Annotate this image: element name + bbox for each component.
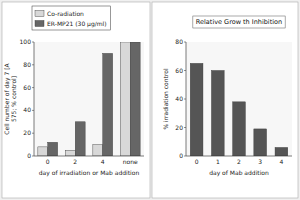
x-tick-label: 2 — [73, 158, 77, 165]
x-axis-line — [186, 156, 292, 157]
panel-box — [2, 2, 150, 198]
x-tick-label: 0 — [46, 158, 50, 165]
y-tick — [32, 133, 34, 134]
legend-swatch — [35, 21, 44, 27]
x-tick-label: 4 — [279, 158, 283, 165]
legend-frame — [32, 6, 111, 30]
y-tick-label: 80 — [23, 61, 31, 68]
bar — [130, 42, 140, 156]
x-tick-label: 3 — [258, 158, 262, 165]
y-tick-label: 100 — [20, 38, 32, 45]
legend-swatch — [35, 11, 44, 17]
bar — [211, 71, 224, 157]
y-tick — [184, 42, 186, 43]
bar — [48, 142, 58, 156]
bar — [254, 129, 267, 156]
y-tick — [32, 64, 34, 65]
chart-panel: 0 20 40 60 80 0 1 2 3 4 day of Mab addition % irrad… — [152, 2, 298, 198]
y-tick — [32, 42, 34, 43]
x-tick-label: 4 — [101, 158, 105, 165]
y-tick — [184, 127, 186, 128]
legend: Co-radiation ER-MP21 (30 μg/ml) — [32, 6, 111, 30]
y-tick-label: 20 — [23, 129, 31, 136]
y-tick-label: 40 — [175, 95, 183, 102]
plot-area — [186, 42, 292, 156]
bar — [275, 147, 288, 156]
bar — [65, 150, 75, 156]
y-tick — [184, 156, 186, 157]
chart-root: 020406080100024noneday of irradiation or… — [0, 0, 300, 200]
bar — [233, 102, 246, 156]
bar — [120, 42, 130, 156]
panel-box — [152, 2, 298, 198]
x-tick-label: 0 — [195, 158, 199, 165]
x-axis-label: day of Mab addition — [209, 169, 269, 177]
y-tick — [184, 99, 186, 100]
y-axis-line — [34, 42, 35, 156]
x-tick-label: 1 — [216, 158, 220, 165]
y-tick — [184, 70, 186, 71]
y-axis-label: Cell number of day 7 [A575; % control] — [3, 62, 18, 134]
y-axis-label-line: % irradiation control — [162, 68, 169, 129]
y-axis-label: % irradiation control — [162, 68, 169, 129]
y-tick-label: 20 — [175, 124, 183, 131]
bar — [93, 145, 103, 156]
y-tick-label: 0 — [27, 152, 31, 159]
y-tick-label: 60 — [23, 84, 31, 91]
x-tick-label: none — [123, 158, 138, 165]
title: Relative Grow th Inhibition — [196, 18, 282, 26]
legend-label: Co-radiation — [47, 10, 84, 17]
legend-label: ER-MP21 (30 μg/ml) — [47, 20, 107, 28]
y-tick-label: 40 — [23, 106, 31, 113]
title-box — [193, 16, 285, 28]
bars — [38, 42, 140, 156]
x-axis-label: day of irradiation or Mab addition — [39, 169, 140, 177]
x-tick-label: 2 — [237, 158, 241, 165]
bar — [190, 63, 203, 156]
title-group: Relative Grow th Inhibition — [193, 16, 285, 28]
bars — [190, 63, 288, 156]
bar — [38, 147, 48, 156]
y-tick-label: 60 — [175, 67, 183, 74]
y-axis-label-line: 575; % control] — [10, 76, 17, 122]
plot-area — [34, 42, 144, 156]
bar — [103, 53, 113, 156]
y-tick — [32, 110, 34, 111]
y-tick — [32, 87, 34, 88]
y-tick-label: 0 — [179, 152, 183, 159]
bar — [75, 122, 85, 156]
y-tick-label: 80 — [175, 38, 183, 45]
y-tick — [32, 156, 34, 157]
figure: 020406080100024noneday of irradiation or… — [0, 0, 300, 200]
x-axis-line — [34, 156, 144, 157]
chart-panel: 0 20 40 60 80 100 0 2 4 none day of irradiation or… — [2, 2, 150, 198]
